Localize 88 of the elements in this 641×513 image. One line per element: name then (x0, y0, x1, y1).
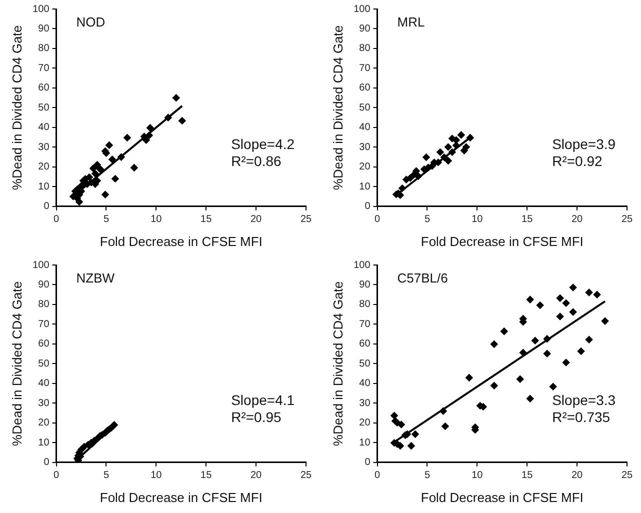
x-tick-label: 10 (472, 470, 484, 482)
y-tick-label: 90 (38, 23, 50, 34)
y-tick-label: 90 (359, 23, 371, 34)
x-tick-label: 25 (621, 470, 633, 482)
x-tick-label: 25 (621, 214, 633, 226)
y-tick-label: 10 (38, 437, 50, 448)
y-tick-label: 70 (38, 62, 50, 74)
x-tick-label: 25 (300, 214, 312, 226)
y-tick-label: 40 (38, 378, 50, 390)
text: MRL (397, 14, 425, 30)
x-tick-label: 20 (571, 214, 584, 226)
x-axis-title: Fold Decrease in CFSE MFI (420, 234, 584, 249)
y-tick-label: 0 (44, 201, 50, 212)
x-tick-label: 0 (374, 470, 381, 482)
y-tick-label: 30 (359, 142, 371, 153)
x-axis-title: Fold Decrease in CFSE MFI (100, 234, 262, 249)
y-tick-label: 30 (38, 398, 50, 409)
y-tick-label: 60 (359, 338, 371, 350)
y-tick-label: 10 (38, 181, 50, 192)
annotation: Slope=4.1 (231, 392, 295, 408)
annotation: Slope=4.2 (231, 136, 295, 152)
x-tick-label: 5 (424, 214, 430, 226)
y-tick-label: 20 (38, 418, 50, 429)
y-tick-label: 90 (38, 279, 50, 290)
y-axis-title: %Dead in Divided CD4 Gate (9, 281, 24, 446)
y-tick-label: 40 (359, 378, 371, 390)
y-tick-label: 40 (38, 122, 50, 134)
y-tick-label: 20 (359, 162, 371, 173)
x-tick-label: 25 (300, 470, 312, 482)
annotation: Slope=3.3 (552, 392, 616, 408)
x-tick-label: 20 (250, 470, 262, 482)
x-tick-label: 0 (54, 470, 60, 482)
x-tick-label: 5 (103, 470, 110, 482)
x-tick-label: 10 (472, 214, 484, 226)
annotation: R²=0.735 (552, 409, 610, 426)
y-axis-title: %Dead in Divided CD4 Gate (330, 25, 346, 190)
y-tick-label: 100 (32, 260, 50, 271)
y-tick-label: 90 (359, 279, 371, 290)
x-tick-label: 15 (522, 214, 534, 226)
y-tick-label: 40 (359, 122, 371, 134)
text: C57BL/6 (397, 270, 448, 286)
y-tick-label: 80 (359, 299, 371, 310)
y-tick-label: 100 (354, 260, 371, 271)
annotation: Slope=3.9 (552, 136, 616, 152)
y-axis-title: %Dead in Divided CD4 Gate (330, 281, 346, 446)
text: NOD (76, 14, 106, 30)
y-tick-label: 10 (359, 437, 371, 448)
y-tick-label: 0 (364, 201, 371, 212)
x-tick-label: 15 (522, 470, 534, 482)
y-tick-label: 60 (359, 82, 371, 94)
annotation: R²=0.95 (231, 409, 282, 426)
text: NZBW (76, 270, 116, 286)
y-tick-label: 20 (359, 418, 371, 429)
y-tick-label: 30 (38, 142, 50, 153)
x-tick-label: 20 (250, 214, 262, 226)
x-tick-label: 0 (374, 214, 381, 226)
y-tick-label: 50 (359, 358, 371, 370)
y-tick-label: 0 (364, 457, 371, 468)
y-tick-label: 100 (32, 4, 50, 15)
y-tick-label: 20 (38, 162, 50, 173)
x-tick-label: 15 (200, 214, 212, 226)
x-axis-title: Fold Decrease in CFSE MFI (420, 490, 584, 505)
x-tick-label: 5 (103, 214, 110, 226)
y-tick-label: 100 (354, 4, 371, 15)
x-tick-label: 5 (424, 470, 430, 482)
y-tick-label: 60 (38, 82, 50, 94)
y-tick-label: 60 (38, 338, 50, 350)
y-tick-label: 50 (38, 358, 50, 370)
y-tick-label: 10 (359, 181, 371, 192)
y-tick-label: 70 (359, 62, 371, 74)
x-tick-label: 10 (150, 470, 162, 482)
annotation: R²=0.92 (552, 153, 602, 170)
y-tick-label: 70 (359, 318, 371, 330)
y-tick-label: 80 (38, 43, 50, 54)
x-tick-label: 20 (571, 470, 584, 482)
y-tick-label: 0 (44, 457, 50, 468)
y-tick-label: 80 (38, 299, 50, 310)
y-axis-title: %Dead in Divided CD4 Gate (9, 25, 24, 190)
x-tick-label: 10 (150, 214, 162, 226)
y-tick-label: 50 (38, 102, 50, 114)
y-tick-label: 30 (359, 398, 371, 409)
y-tick-label: 70 (38, 318, 50, 330)
y-tick-label: 80 (359, 43, 371, 54)
annotation: R²=0.86 (231, 153, 282, 170)
x-tick-label: 0 (54, 214, 60, 226)
x-axis-title: Fold Decrease in CFSE MFI (100, 490, 262, 505)
y-tick-label: 50 (359, 102, 371, 114)
x-tick-label: 15 (200, 470, 212, 482)
